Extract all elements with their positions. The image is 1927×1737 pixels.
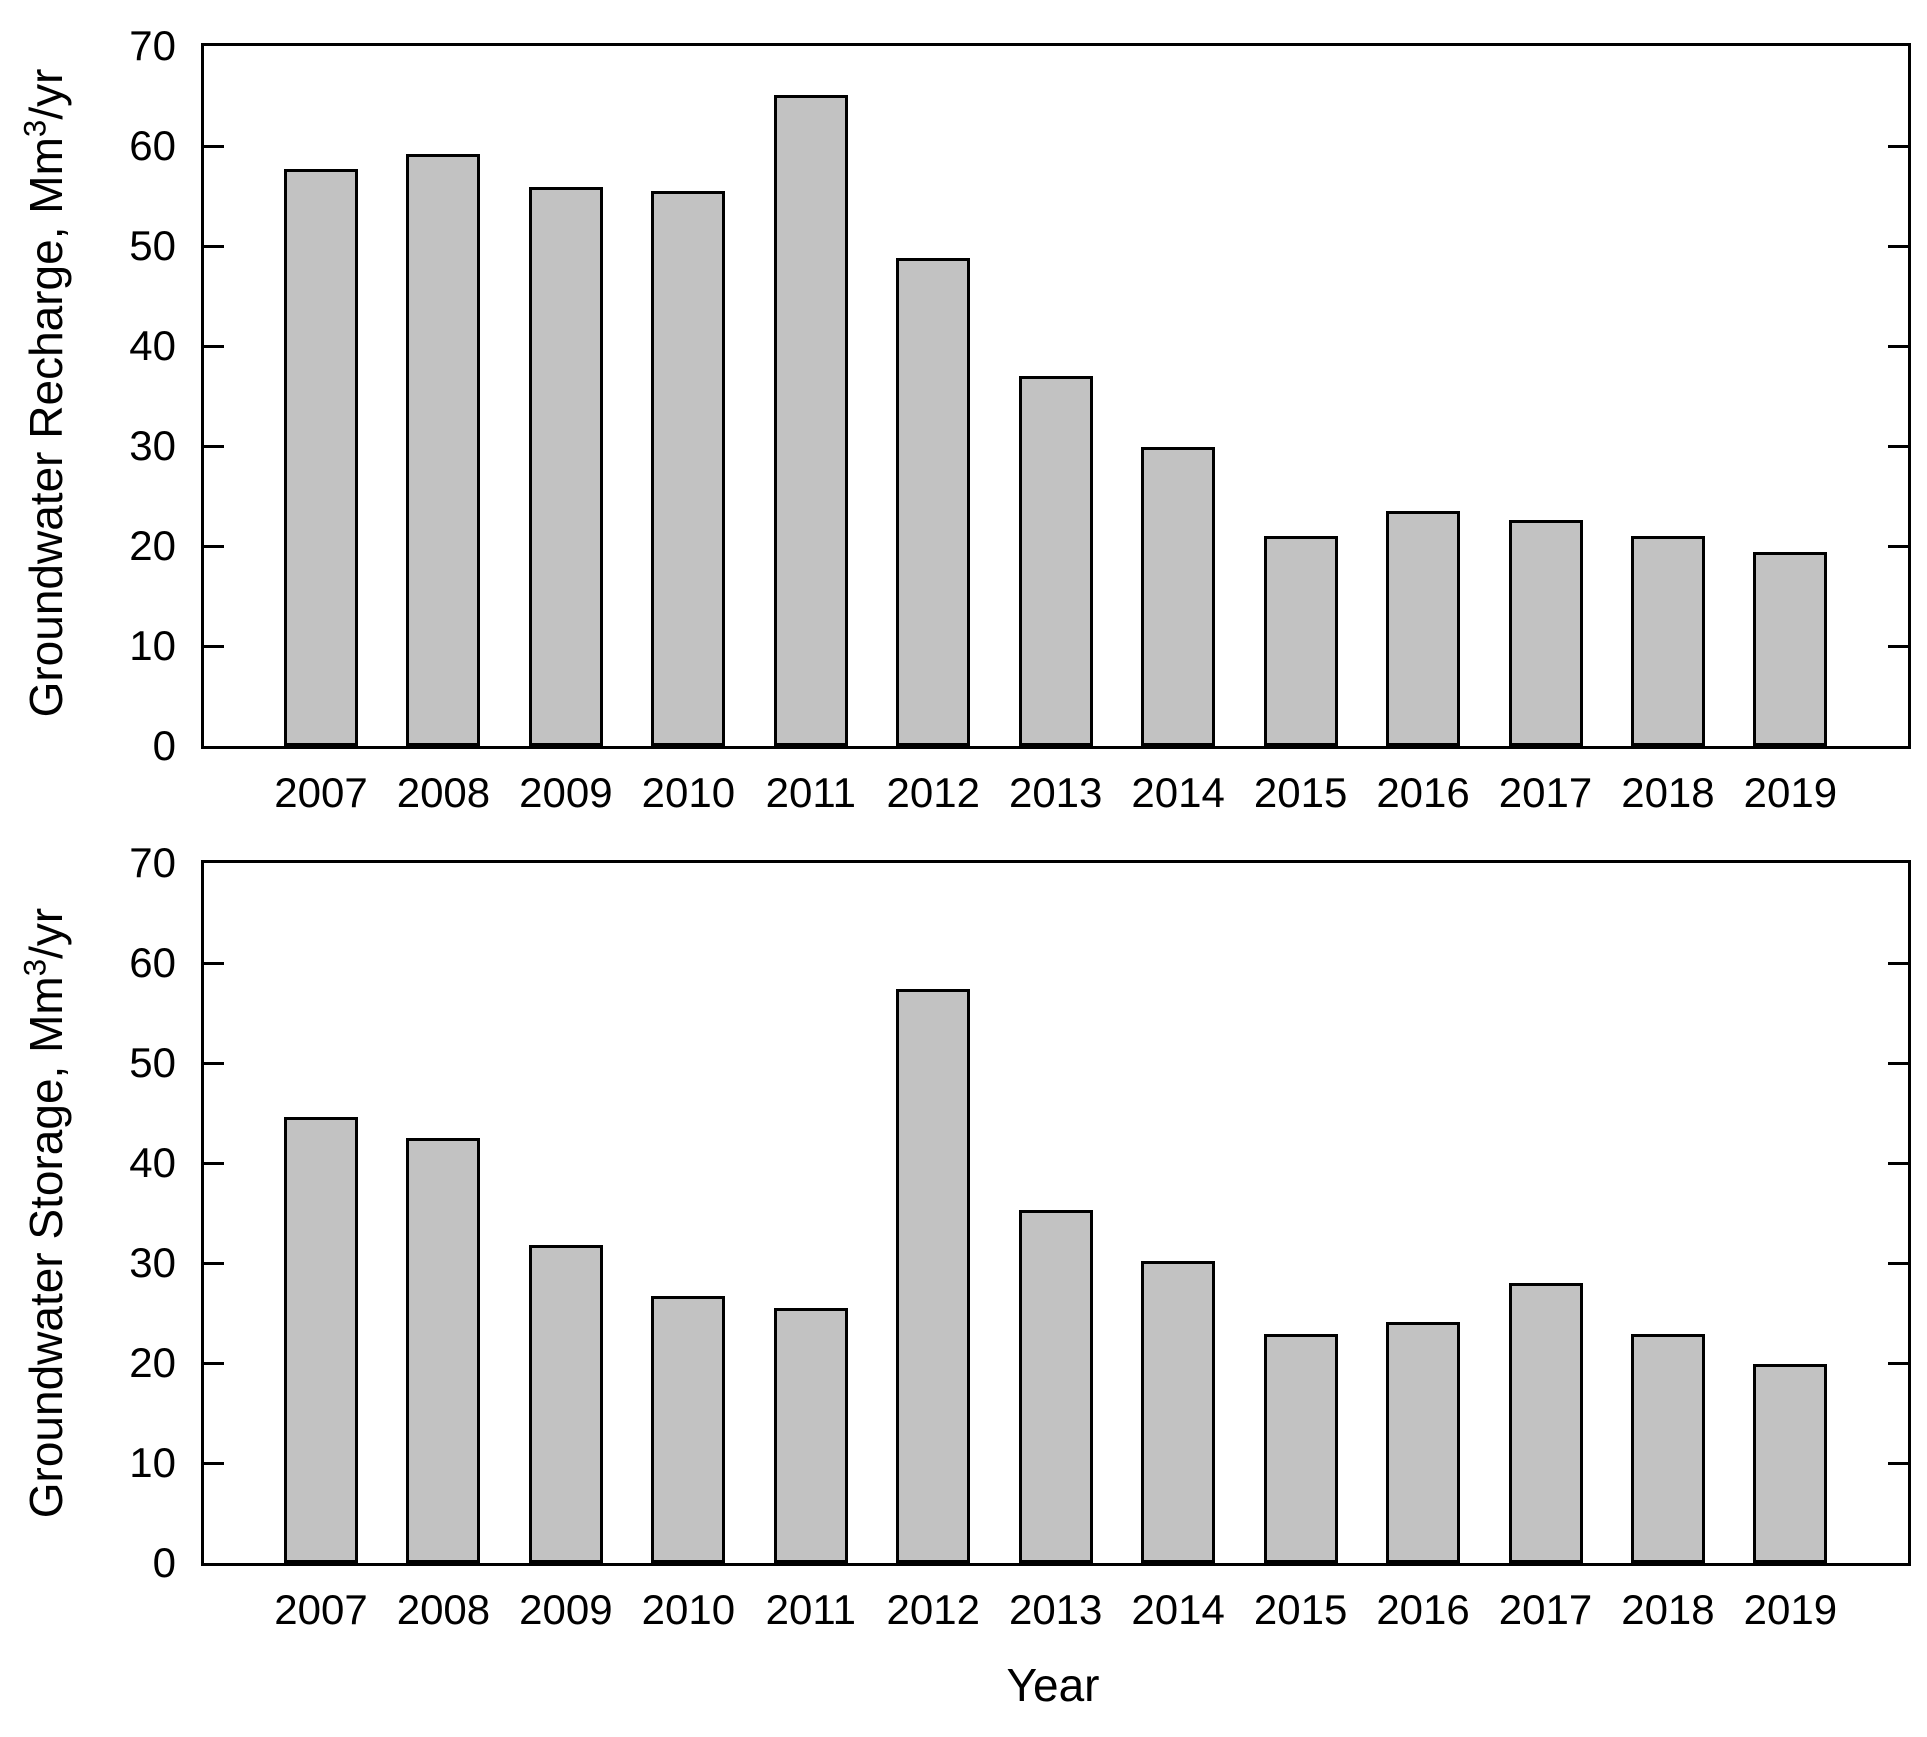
x-tick-label: 2007 [274,769,368,816]
bar-2018 [1630,1334,1705,1563]
bar-2013 [1018,1210,1093,1563]
y-tick [204,1061,224,1065]
x-tick-label: 2010 [641,1586,736,1633]
x-tick-label: 2016 [1376,769,1470,816]
y-tick-label: 60 [129,939,176,986]
y-tick [1888,644,1908,648]
y-tick [204,544,224,548]
y-tick [1888,344,1908,348]
bar-2015 [1263,1334,1338,1563]
y-tick [204,1461,224,1465]
x-tick-label: 2007 [274,1586,368,1633]
y-tick-label: 50 [129,222,176,269]
y-tick [1888,444,1908,448]
x-tick-label: 2012 [886,769,980,816]
y-tick-label: 30 [129,1239,176,1286]
x-tick-label: 2010 [641,769,736,816]
bar-2011 [773,95,848,746]
bar-2007 [284,1117,358,1563]
y-tick [204,961,224,965]
bar-2009 [528,1245,603,1563]
x-tick-label: 2018 [1621,769,1715,816]
x-tick-label: 2008 [396,769,491,816]
bar-2019 [1753,1364,1828,1563]
bar-2012 [896,258,971,746]
y-tick-label: 60 [129,122,176,169]
y-tick-label: 70 [129,22,176,69]
x-tick-label: 2018 [1621,1586,1715,1633]
y-tick [1888,144,1908,148]
y-tick-label: 10 [129,1439,176,1486]
y-tick [204,1161,224,1165]
storage-plot-area [201,860,1911,1566]
bar-2016 [1386,511,1461,746]
y-tick [204,344,224,348]
y-tick [204,1361,224,1365]
x-tick-label: 2009 [519,769,613,816]
y-tick [204,1261,224,1265]
bar-2014 [1141,447,1216,746]
x-tick-label: 2019 [1743,769,1838,816]
x-tick-label: 2015 [1253,1586,1348,1633]
bar-2017 [1508,1283,1583,1563]
bar-2007 [284,169,358,746]
x-tick-label: 2014 [1131,1586,1225,1633]
recharge-y-axis-title-units: /yr [20,68,72,120]
bar-2013 [1018,376,1093,746]
bar-2009 [528,187,603,746]
x-tick-label: 2009 [519,1586,613,1633]
recharge-plot-area [201,43,1911,749]
y-tick-label: 20 [129,1339,176,1386]
y-tick [204,244,224,248]
y-tick [1888,1361,1908,1365]
y-tick-label: 40 [129,1139,176,1186]
y-tick-label: 0 [152,722,176,769]
bar-2008 [406,1138,481,1563]
bar-2014 [1141,1261,1216,1563]
bar-2012 [896,989,971,1563]
x-tick-label: 2013 [1008,769,1103,816]
y-tick [204,144,224,148]
y-tick-label: 20 [129,522,176,569]
x-tick-label: 2011 [765,769,856,816]
x-tick-label: 2013 [1008,1586,1103,1633]
x-tick-label: 2011 [765,1586,856,1633]
bar-2016 [1386,1322,1461,1563]
y-tick-label: 0 [152,1539,176,1586]
x-tick-label: 2014 [1131,769,1225,816]
bar-2017 [1508,520,1583,746]
y-tick [1888,544,1908,548]
x-tick-label: 2015 [1253,769,1348,816]
bar-2018 [1630,536,1705,746]
bar-2015 [1263,536,1338,746]
y-tick [1888,1161,1908,1165]
y-tick [1888,1061,1908,1065]
y-tick-label: 30 [129,422,176,469]
y-tick-label: 70 [129,839,176,886]
bar-2019 [1753,552,1828,746]
y-tick-label: 50 [129,1039,176,1086]
x-tick-label: 2017 [1498,1586,1593,1633]
x-axis-title: Year [1006,1659,1100,1711]
x-tick-label: 2019 [1743,1586,1838,1633]
y-tick [1888,244,1908,248]
y-tick [1888,961,1908,965]
y-tick [1888,1261,1908,1265]
storage-y-axis-title: Groundwater Storage, Mm3/yr [18,908,72,1519]
y-tick-label: 40 [129,322,176,369]
x-tick-label: 2012 [886,1586,980,1633]
bar-2010 [651,1296,726,1563]
bar-2010 [651,191,726,746]
y-tick [1888,1461,1908,1465]
x-tick-label: 2008 [396,1586,491,1633]
bar-2008 [406,154,481,746]
bar-2011 [773,1308,848,1563]
y-tick [204,444,224,448]
y-tick [204,644,224,648]
x-tick-label: 2017 [1498,769,1593,816]
y-tick-label: 10 [129,622,176,669]
x-tick-label: 2016 [1376,1586,1470,1633]
